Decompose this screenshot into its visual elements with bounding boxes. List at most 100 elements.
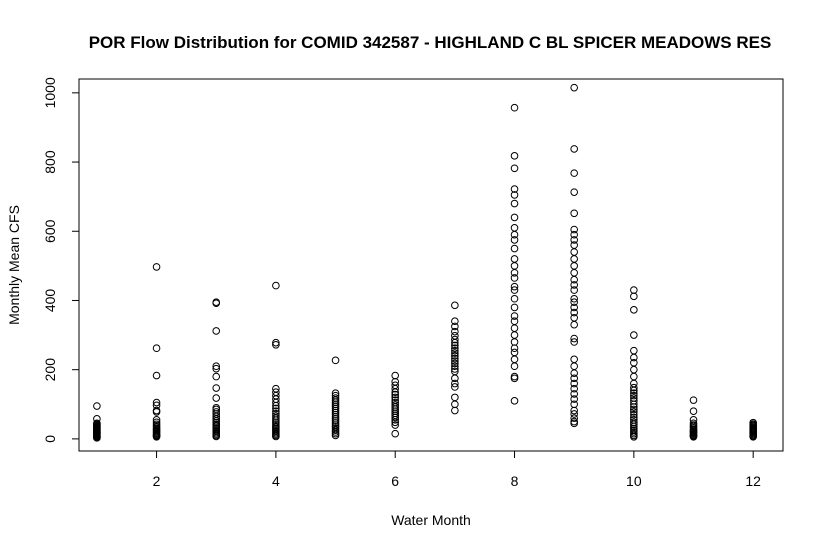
data-point	[749, 433, 757, 441]
data-point	[212, 384, 221, 392]
data-point	[630, 383, 638, 392]
data-point	[152, 371, 161, 380]
data-point	[391, 393, 400, 402]
data-point	[510, 230, 519, 239]
data-point	[331, 419, 340, 427]
data-point	[391, 416, 400, 424]
data-point	[570, 362, 578, 371]
data-point	[391, 384, 400, 393]
data-point	[152, 416, 161, 424]
data-point	[630, 410, 638, 419]
y-tick-label: 600	[42, 219, 58, 243]
data-point	[212, 299, 221, 308]
data-point	[451, 357, 459, 365]
data-point	[451, 365, 459, 373]
data-point	[510, 331, 519, 339]
x-tick-label: 2	[153, 473, 161, 489]
data-point	[510, 344, 519, 353]
data-point	[689, 396, 698, 404]
data-point	[630, 391, 638, 400]
data-point	[570, 320, 578, 329]
data-point	[212, 364, 221, 373]
data-point	[510, 355, 519, 364]
data-point	[510, 397, 519, 405]
data-point	[630, 420, 638, 429]
data-point	[570, 419, 578, 428]
data-point	[391, 371, 400, 380]
data-point	[272, 338, 280, 347]
data-point	[391, 429, 400, 438]
data-point	[630, 372, 638, 381]
data-point	[570, 334, 578, 343]
data-point	[570, 169, 578, 177]
y-axis: 0 200 400 600 800 1000	[42, 77, 79, 443]
data-point	[570, 209, 578, 218]
y-tick-label: 1000	[42, 77, 58, 108]
y-tick-label: 200	[42, 358, 58, 382]
data-point	[630, 389, 638, 398]
x-tick-label: 10	[626, 473, 642, 489]
data-point	[272, 432, 280, 441]
data-point	[152, 263, 161, 271]
data-point	[570, 268, 578, 277]
data-point	[570, 390, 578, 398]
data-point	[451, 341, 459, 350]
data-point	[391, 418, 400, 427]
x-axis-label: Water Month	[391, 512, 471, 528]
data-point	[152, 433, 161, 441]
data-point	[510, 286, 519, 294]
data-point	[510, 199, 519, 208]
data-point	[391, 388, 400, 396]
data-point	[570, 303, 578, 312]
data-point	[510, 262, 519, 270]
data-point	[272, 414, 280, 422]
data-point	[451, 374, 459, 383]
data-point	[570, 379, 578, 388]
data-point	[630, 408, 638, 416]
plot-frame	[78, 78, 784, 452]
data-point	[630, 346, 638, 355]
data-point	[391, 390, 400, 399]
data-point	[630, 422, 638, 431]
y-tick-label: 0	[42, 435, 58, 443]
data-point	[510, 152, 519, 160]
data-point	[451, 379, 459, 388]
data-point	[570, 225, 578, 234]
data-point	[451, 331, 459, 340]
data-point	[570, 145, 578, 153]
data-point	[510, 274, 519, 282]
data-point	[510, 185, 519, 193]
y-axis-label: Monthly Mean CFS	[6, 205, 22, 325]
data-point	[510, 164, 519, 173]
data-point	[570, 395, 578, 403]
data-point	[570, 298, 578, 307]
data-point	[570, 275, 578, 284]
data-point	[630, 405, 638, 414]
data-point	[451, 383, 459, 391]
data-point	[331, 417, 340, 425]
data-point	[689, 433, 698, 441]
data-point	[212, 372, 221, 381]
data-point	[510, 213, 519, 222]
data-point	[510, 255, 519, 263]
data-point	[570, 230, 578, 239]
data-point	[152, 344, 161, 353]
data-point	[630, 400, 638, 409]
data-point	[630, 433, 638, 441]
data-point	[391, 421, 400, 429]
data-point	[510, 362, 519, 371]
x-tick-label: 12	[745, 473, 761, 489]
data-point	[510, 191, 519, 199]
x-tick-label: 6	[391, 473, 399, 489]
data-point	[451, 317, 459, 326]
data-point	[689, 407, 698, 416]
data-point	[451, 400, 459, 409]
data-point	[570, 308, 578, 317]
data-point	[451, 301, 459, 310]
data-point	[272, 404, 280, 413]
data-point	[570, 262, 578, 270]
chart-title: POR Flow Distribution for COMID 342587 -…	[89, 33, 772, 52]
data-point	[570, 188, 578, 196]
data-point	[152, 408, 161, 416]
